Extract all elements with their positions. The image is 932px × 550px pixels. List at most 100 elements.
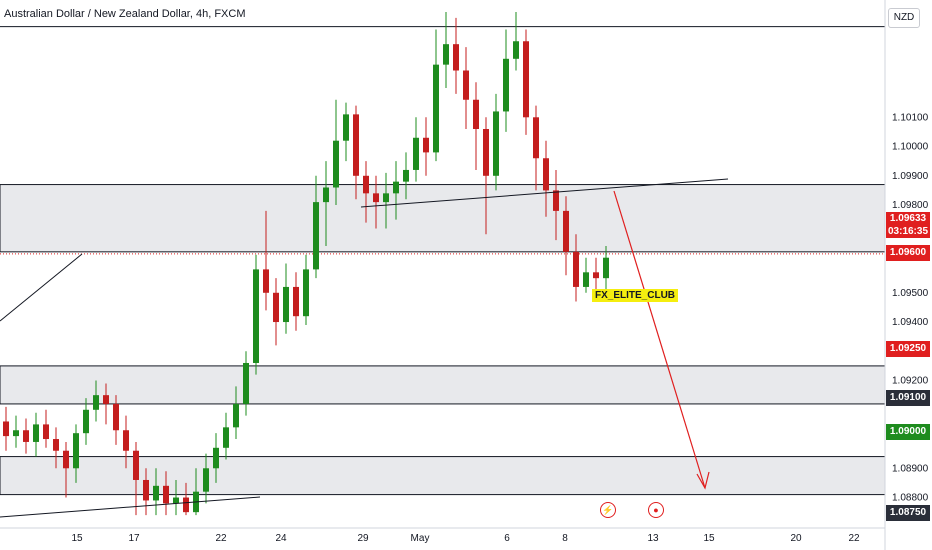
zone-1 <box>0 365 886 405</box>
candle-body-36 <box>363 175 369 194</box>
candle-body-2 <box>23 430 29 442</box>
trendline-neckline <box>360 178 729 208</box>
candle-body-11 <box>113 403 119 431</box>
horizontal-levels <box>0 26 885 255</box>
lightning-icon[interactable]: ⚡ <box>600 502 616 518</box>
candle-body-55 <box>553 190 559 211</box>
candle-body-40 <box>403 169 409 182</box>
zone-2 <box>0 456 886 496</box>
price-tick-9: 1.08900 <box>892 463 929 474</box>
zone-0 <box>0 184 886 253</box>
price-tick-1: 1.10000 <box>892 142 929 153</box>
price-tick-8: 1.09200 <box>892 376 929 387</box>
price-axis-ticks: 1.101001.100001.099001.098001.097001.095… <box>892 112 929 503</box>
candle-body-46 <box>463 70 469 100</box>
fx-elite-club-label: FX_ELITE_CLUB <box>592 289 679 302</box>
price-tick-6: 1.09400 <box>892 317 929 328</box>
price-tick-10: 1.08800 <box>892 493 929 504</box>
current-price-tag: 1.09633 03:16:35 <box>886 212 930 238</box>
time-tick-4: 29 <box>357 533 369 544</box>
time-tick-0: 15 <box>71 533 83 544</box>
candle-body-6 <box>63 450 69 469</box>
time-tick-6: 6 <box>504 533 510 544</box>
time-tick-1: 17 <box>128 533 140 544</box>
time-tick-9: 15 <box>703 533 715 544</box>
candle-body-10 <box>103 395 109 404</box>
candle-body-21 <box>213 447 219 469</box>
candle-body-47 <box>473 99 479 129</box>
candle-body-16 <box>163 485 169 504</box>
time-tick-2: 22 <box>215 533 227 544</box>
candle-body-0 <box>3 421 9 437</box>
candle-body-43 <box>433 64 439 153</box>
price-tag-5: 1.08750 <box>886 505 930 521</box>
candle-body-18 <box>183 497 189 513</box>
candle-body-17 <box>173 497 179 504</box>
projection-arrow <box>613 190 706 489</box>
trendline-bottom <box>0 496 261 518</box>
candle-body-44 <box>443 44 449 65</box>
candle-body-33 <box>333 140 339 188</box>
candle-body-9 <box>93 395 99 410</box>
candle-body-31 <box>313 202 319 270</box>
candle-body-60 <box>603 257 609 279</box>
trend-drawings <box>0 178 729 518</box>
candle-body-48 <box>483 128 489 176</box>
candle-body-49 <box>493 111 499 176</box>
price-tag-1: 1.09600 <box>886 245 930 261</box>
candle-body-22 <box>223 427 229 448</box>
price-tick-3: 1.09800 <box>892 200 929 211</box>
candle-body-3 <box>33 424 39 442</box>
price-tick-0: 1.10100 <box>892 112 929 123</box>
time-tick-5: May <box>411 533 430 544</box>
time-tick-11: 22 <box>848 533 860 544</box>
time-tick-7: 8 <box>562 533 568 544</box>
candle-body-39 <box>393 181 399 194</box>
price-tag-3: 1.09100 <box>886 390 930 406</box>
supply-demand-zones <box>0 184 886 496</box>
price-tick-2: 1.09900 <box>892 171 929 182</box>
candle-body-34 <box>343 114 349 141</box>
price-tag-4: 1.09000 <box>886 424 930 440</box>
candle-body-53 <box>533 117 539 159</box>
candle-body-23 <box>233 403 239 428</box>
candle-body-54 <box>543 158 549 191</box>
candle-body-35 <box>353 114 359 176</box>
candle-body-12 <box>123 430 129 451</box>
time-tick-3: 24 <box>275 533 287 544</box>
candle-body-4 <box>43 424 49 440</box>
candle-body-20 <box>203 468 209 492</box>
candle-body-30 <box>303 269 309 317</box>
time-tick-8: 13 <box>647 533 659 544</box>
candle-body-13 <box>133 450 139 480</box>
candle-body-1 <box>13 430 19 437</box>
countdown-timer: 03:16:35 <box>887 226 929 237</box>
flag-icon[interactable]: ● <box>648 502 664 518</box>
time-tick-10: 20 <box>790 533 802 544</box>
candle-body-51 <box>513 41 519 59</box>
candle-body-59 <box>593 272 599 279</box>
candle-body-29 <box>293 286 299 317</box>
candle-body-37 <box>373 193 379 203</box>
candle-body-57 <box>573 251 579 287</box>
candle-body-5 <box>53 439 59 451</box>
currency-button[interactable]: NZD <box>888 8 920 28</box>
candle-body-25 <box>253 269 259 363</box>
candle-body-56 <box>563 210 569 252</box>
current-price: 1.09633 <box>889 213 927 224</box>
candle-body-32 <box>323 187 329 203</box>
trendline-left-upper <box>0 253 83 322</box>
candle-body-26 <box>263 269 269 293</box>
candle-body-14 <box>143 479 149 501</box>
candlestick-series <box>3 12 609 516</box>
candle-body-27 <box>273 292 279 323</box>
candle-body-7 <box>73 433 79 469</box>
time-axis-ticks: 15 17 22 24 29 May 6 8 13 15 20 22 <box>71 533 860 544</box>
candle-body-58 <box>583 272 589 287</box>
candle-body-8 <box>83 409 89 434</box>
candle-body-15 <box>153 485 159 501</box>
candle-body-52 <box>523 41 529 118</box>
candle-body-24 <box>243 362 249 404</box>
candle-body-45 <box>453 44 459 71</box>
